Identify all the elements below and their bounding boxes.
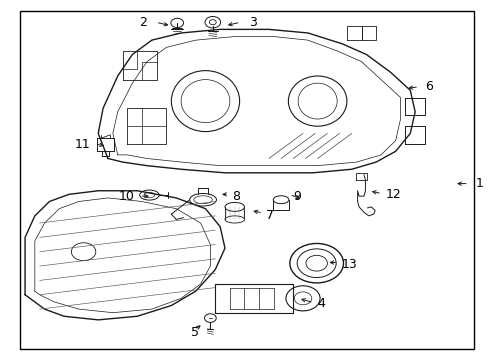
- Text: 4: 4: [317, 297, 325, 310]
- Text: 12: 12: [385, 188, 401, 201]
- Text: 13: 13: [341, 258, 357, 271]
- Text: 5: 5: [190, 326, 199, 339]
- Text: 7: 7: [266, 210, 274, 222]
- Text: 9: 9: [293, 190, 301, 203]
- Text: 1: 1: [475, 177, 483, 190]
- Text: 3: 3: [249, 16, 257, 29]
- Text: 8: 8: [232, 190, 240, 203]
- Text: 11: 11: [75, 138, 91, 150]
- Text: 2: 2: [139, 16, 147, 29]
- Text: 6: 6: [424, 80, 432, 93]
- Text: 10: 10: [119, 190, 135, 203]
